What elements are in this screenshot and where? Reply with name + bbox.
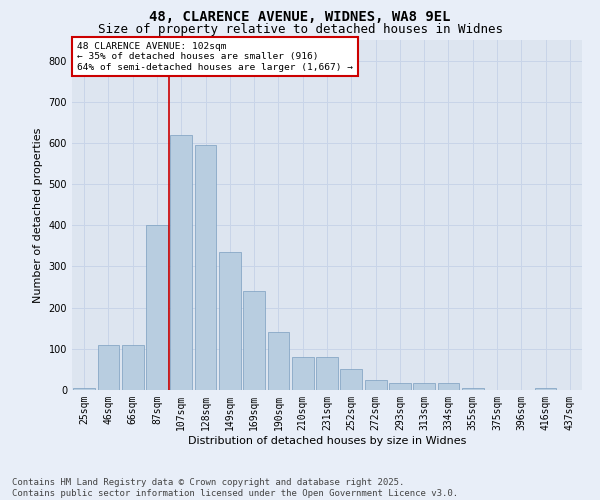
Bar: [170, 134, 192, 390]
Bar: [535, 388, 556, 390]
Bar: [219, 252, 241, 390]
X-axis label: Distribution of detached houses by size in Widnes: Distribution of detached houses by size …: [188, 436, 466, 446]
Bar: [268, 332, 289, 390]
Bar: [122, 344, 143, 390]
Bar: [340, 370, 362, 390]
Bar: [73, 388, 95, 390]
Bar: [365, 380, 386, 390]
Bar: [194, 145, 217, 390]
Text: 48, CLARENCE AVENUE, WIDNES, WA8 9EL: 48, CLARENCE AVENUE, WIDNES, WA8 9EL: [149, 10, 451, 24]
Y-axis label: Number of detached properties: Number of detached properties: [33, 128, 43, 302]
Text: Contains HM Land Registry data © Crown copyright and database right 2025.
Contai: Contains HM Land Registry data © Crown c…: [12, 478, 458, 498]
Bar: [292, 357, 314, 390]
Bar: [389, 382, 411, 390]
Bar: [316, 357, 338, 390]
Text: Size of property relative to detached houses in Widnes: Size of property relative to detached ho…: [97, 22, 503, 36]
Bar: [243, 291, 265, 390]
Bar: [437, 382, 460, 390]
Bar: [462, 388, 484, 390]
Bar: [97, 344, 119, 390]
Text: 48 CLARENCE AVENUE: 102sqm
← 35% of detached houses are smaller (916)
64% of sem: 48 CLARENCE AVENUE: 102sqm ← 35% of deta…: [77, 42, 353, 72]
Bar: [146, 226, 168, 390]
Bar: [413, 382, 435, 390]
